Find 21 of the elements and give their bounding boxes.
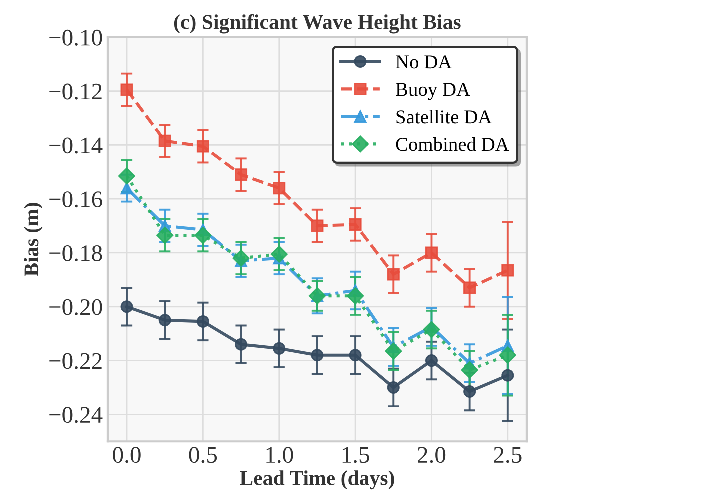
y-tick-label: −0.20 bbox=[50, 299, 102, 316]
x-tick-label: 2.0 bbox=[418, 447, 446, 464]
y-tick-label: −0.18 bbox=[50, 245, 102, 262]
y-tick-label: −0.14 bbox=[50, 138, 103, 154]
legend-label: Satellite DA bbox=[396, 110, 492, 124]
x-tick-label: 2.5 bbox=[494, 447, 522, 464]
y-tick-label: −0.12 bbox=[50, 84, 102, 100]
x-tick-label: 0.0 bbox=[113, 447, 141, 464]
x-tick-label: 1.5 bbox=[342, 447, 370, 464]
legend-label: Buoy DA bbox=[396, 83, 470, 100]
y-tick-label: −0.10 bbox=[50, 30, 102, 46]
x-tick-label: 1.0 bbox=[266, 447, 294, 464]
chart-title: (c) Significant Wave Height Bias bbox=[174, 14, 461, 34]
y-axis-title: Bias (m) bbox=[24, 203, 43, 276]
legend-label: No DA bbox=[396, 56, 452, 69]
x-axis-title: Lead Time (days) bbox=[240, 470, 394, 490]
y-tick-label: −0.22 bbox=[50, 353, 102, 370]
y-tick-label: −0.16 bbox=[50, 192, 102, 208]
x-tick-label: 0.5 bbox=[189, 447, 218, 464]
legend-label: Combined DA bbox=[396, 138, 510, 152]
y-tick-label: −0.24 bbox=[50, 407, 103, 424]
